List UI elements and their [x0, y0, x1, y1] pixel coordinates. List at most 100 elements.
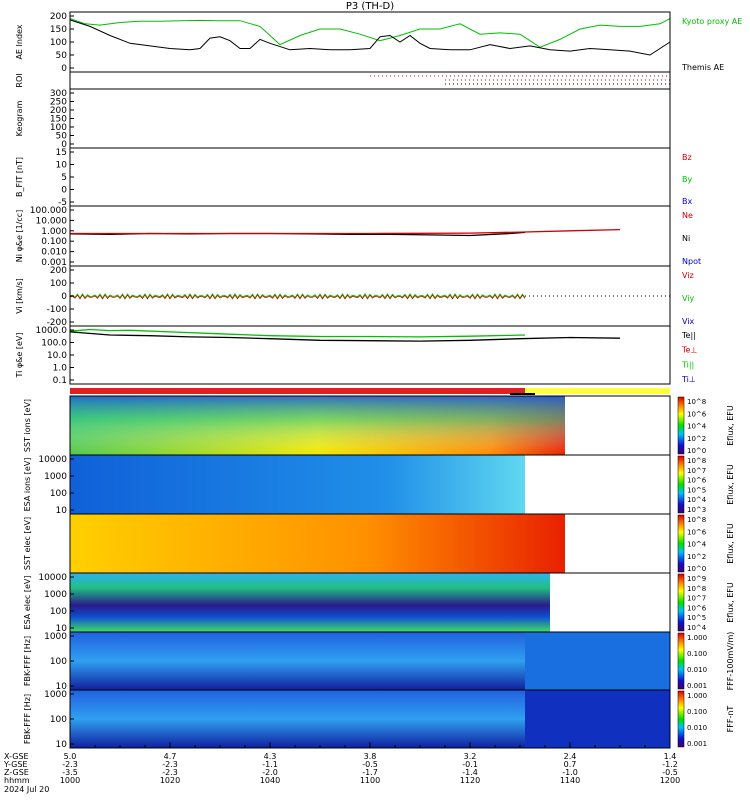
y-tick-label: 100 [50, 607, 67, 617]
spectrogram-overlay-sst_i [70, 396, 565, 455]
y-tick-label: 150 [50, 115, 67, 125]
series-line-ti-te|| [69, 331, 621, 342]
colorbar-tick-label: 1.000 [687, 692, 707, 700]
legend-ni: Ne [682, 211, 693, 220]
axis-row-value: 1100 [360, 776, 380, 785]
axis-row-label: Z-GSE [4, 768, 29, 777]
y-tick-label: -5 [58, 198, 67, 208]
y-tick-label: -200 [47, 318, 68, 328]
colorbar-tick-label: 10^8 [687, 516, 706, 524]
y-axis-label-ti: Ti φ&e [eV] [15, 332, 24, 378]
y-tick-label: 15 [56, 148, 67, 158]
colorbar-fbk_e [677, 632, 685, 690]
y-tick-label: 1000.0 [36, 326, 68, 336]
colorbar-tick-label: 0.010 [687, 666, 707, 674]
colorbar-tick-label: 10^8 [687, 457, 706, 465]
y-tick-label: 100.0 [41, 339, 67, 349]
spectrogram-sst_e [70, 514, 565, 573]
colorbar-label-fbk_b: FFF-nT [726, 706, 735, 733]
axis-row-value: 1140 [560, 776, 580, 785]
legend-bfit: By [682, 175, 692, 184]
series-line-themis-ae [69, 19, 671, 56]
colorbar-label-sst_i: Eflux, EFU [726, 405, 735, 446]
axis-row-value: -1.1 [262, 760, 278, 769]
panel-frames [69, 11, 671, 749]
axis-row-value: 0.7 [564, 760, 577, 769]
axis-row-value: 1120 [460, 776, 480, 785]
axis-row-label: hhmm [4, 776, 30, 785]
y-tick-label: 1000 [44, 632, 67, 642]
colorbar-fbk_b [677, 690, 685, 748]
axis-row-label: X-GSE [4, 752, 29, 761]
axis-row-value: -3.5 [62, 768, 78, 777]
y-tick-label: 100 [50, 279, 67, 289]
axis-row-value: -0.1 [462, 760, 478, 769]
colorbar-tick-label: 10^4 [687, 496, 707, 504]
y-tick-label: 5 [61, 173, 67, 183]
y-tick-label: 10000 [38, 573, 67, 583]
y-tick-label: 200 [50, 12, 67, 22]
legend-bfit: Bx [682, 197, 692, 206]
axis-row-label: Y-GSE [3, 760, 27, 769]
mode-bar-marker [510, 393, 535, 395]
y-tick-label: 1000 [44, 472, 67, 482]
axis-row-value: -2.0 [262, 768, 278, 777]
series-line-kyoto-proxy-ae [69, 18, 671, 48]
colorbar-tick-label: 10^4 [687, 423, 707, 431]
axis-row-value: 2.4 [564, 752, 577, 761]
axis-row-value: 1200 [660, 776, 680, 785]
y-tick-label: 300 [50, 89, 67, 99]
legend-ti: Ti⊥ [681, 375, 696, 384]
colorbar-tick-label: 1.000 [687, 634, 707, 642]
axis-row-value: -2.3 [162, 760, 178, 769]
colorbar-label-esa_e: Eflux, EFU [726, 582, 735, 623]
panel-backgrounds [70, 396, 670, 748]
y-axis-label-sst_i: SST ions [eV] [23, 399, 32, 452]
axis-row-value: 3.2 [464, 752, 477, 761]
y-tick-label: 1.0 [53, 364, 68, 374]
mode-bar-slow [70, 388, 525, 394]
y-tick-label: 100.000 [30, 206, 67, 216]
colorbar-label-fbk_e: FFF-100mV/m) [726, 632, 735, 691]
axis-row-value: -2.3 [62, 760, 78, 769]
legend-ti: Te|| [681, 331, 696, 340]
y-tick-label: 10000 [38, 455, 67, 465]
spectrogram-esa_e [70, 573, 550, 632]
legend-ti: Ti|| [681, 360, 694, 369]
y-tick-label: 200 [50, 106, 67, 116]
y-tick-label: 0.001 [41, 258, 67, 268]
colorbar-tick-label: 10^6 [687, 477, 707, 485]
y-tick-label: 0 [61, 292, 67, 302]
legend-vi: Viz [682, 271, 694, 280]
legend-ni: Ni [682, 234, 690, 243]
date-label: 2024 Jul 20 [4, 785, 49, 794]
axis-row-value: 4.7 [164, 752, 177, 761]
y-tick-label: 100 [50, 715, 67, 725]
y-axis-label-keogram: Keogram [15, 100, 24, 136]
axis-row-value: 5.0 [64, 752, 77, 761]
series-line-vi-noise-red [69, 294, 526, 300]
y-tick-label: 10 [56, 624, 68, 634]
colorbar-esa_i [677, 455, 685, 514]
legend-ae: Kyoto proxy AE [682, 17, 742, 26]
y-tick-label: 1000 [44, 590, 67, 600]
y-tick-label: 100 [50, 123, 67, 133]
colorbar-sst_i [677, 396, 685, 455]
axis-row-value: 1.4 [664, 752, 677, 761]
y-axis-label-sst_e: SST elec [eV] [23, 517, 32, 570]
y-axis-label-esa_i: ESA ions [eV] [23, 458, 32, 512]
colorbar-tick-label: 10^5 [687, 614, 706, 622]
mode-bar-fast [525, 388, 670, 394]
axis-row-value: -0.5 [362, 760, 378, 769]
y-tick-label: 100 [50, 489, 67, 499]
series-line-ti-ti|| [69, 328, 526, 338]
panel-frame-vi [69, 265, 671, 327]
y-axis-label-fbk_b: FBK-FFF [Hz] [23, 694, 32, 744]
plot-title: P3 (TH-D) [346, 1, 394, 12]
data-layer [69, 18, 685, 748]
colorbar-tick-label: 10^3 [687, 506, 706, 514]
legend-ae: Themis AE [681, 63, 724, 72]
colorbar-tick-label: 10^4 [687, 541, 707, 549]
panel-frame-ni [69, 205, 671, 267]
